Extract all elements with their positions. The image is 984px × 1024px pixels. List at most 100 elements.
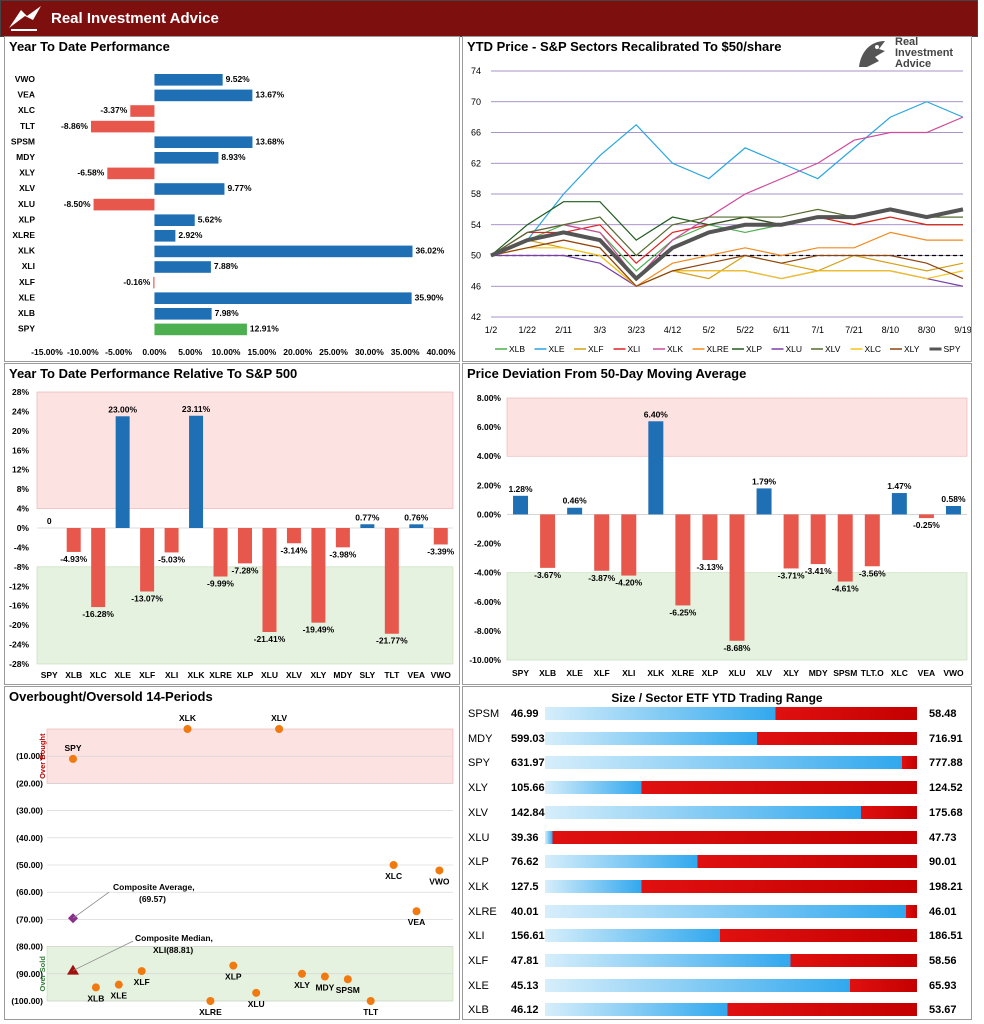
x-tick-label: XLU (729, 668, 746, 678)
x-tick-label: 1/2 (485, 325, 498, 335)
ytd-performance-title: Year To Date Performance (9, 39, 170, 54)
point-tlt (366, 997, 375, 1005)
bar (140, 528, 155, 592)
relative-performance-title: Year To Date Performance Relative To S&P… (9, 366, 298, 381)
x-tick-label: -15.00% (31, 347, 63, 357)
data-label: 0.58% (941, 494, 966, 504)
x-tick-label: 30.00% (355, 347, 384, 357)
range-row: XLP 76.62 90.01 (463, 850, 971, 875)
bar (311, 528, 326, 623)
point-label: SPY (64, 743, 81, 753)
data-label: -13.07% (131, 593, 163, 603)
y-tick-label: 6.00% (477, 422, 502, 432)
trading-range-rows: SPSM 46.99 58.48 MDY 599.03 716.91 SPY 631.97 77… (463, 687, 971, 1019)
y-tick-label: 0.00% (477, 509, 502, 519)
x-tick-label: SPY (512, 668, 529, 678)
bar (154, 152, 219, 164)
x-tick-label: 9/19 (954, 325, 971, 335)
data-label: -8.68% (724, 643, 751, 653)
x-tick-label: 7/1 (812, 325, 825, 335)
data-label: -8.86% (61, 121, 88, 131)
bar (702, 514, 718, 561)
range-low: 47.81 (511, 955, 539, 967)
x-tick-label: VEA (918, 668, 935, 678)
point-xlv (275, 725, 284, 733)
sector-price-chart: 42 46 50 54 58 62 66 70 74 1/2 1/22 2/11 3/3 3/23 4/12… (471, 66, 971, 354)
legend-label: XLU (786, 344, 803, 354)
data-label: 23.11% (182, 404, 211, 414)
range-ticker: XLV (468, 806, 488, 819)
bar (945, 506, 961, 515)
category-label: XLB (18, 308, 35, 318)
range-bar (545, 855, 917, 869)
data-label: 1.28% (508, 484, 533, 494)
x-tick-label: XLV (756, 668, 772, 678)
data-label: -6.58% (77, 168, 104, 178)
y-tick-label: 42 (471, 312, 481, 322)
series-line-xlf (490, 239, 964, 287)
price-deviation-title: Price Deviation From 50-Day Moving Avera… (467, 366, 747, 381)
bar (810, 514, 826, 565)
x-tick-label: 3/23 (627, 325, 645, 335)
overbought-oversold-panel: Overbought/Oversold 14-Periods (10.00) (2… (4, 686, 460, 1020)
x-tick-label: XLK (647, 668, 665, 678)
logo-line-2: Investment (895, 47, 954, 59)
legend-label: SPY (944, 344, 961, 354)
data-label: 0.46% (563, 496, 588, 506)
composite-average-value: (69.57) (139, 894, 166, 904)
y-tick-label: 4.00% (477, 451, 502, 461)
bar (729, 514, 745, 641)
point-vwo (435, 866, 444, 875)
data-label: -6.25% (669, 607, 696, 617)
x-tick-label: TLT (384, 670, 400, 680)
x-tick-label: 5/2 (703, 325, 716, 335)
bar (154, 74, 223, 86)
point-label: XLB (87, 993, 104, 1003)
point-label: VWO (429, 876, 450, 886)
data-label: 9.77% (227, 183, 252, 193)
bar (93, 198, 155, 211)
y-tick-label: (40.00) (16, 833, 43, 843)
point-xlk (183, 725, 192, 733)
y-tick-label: 58 (471, 189, 481, 199)
y-tick-label: 12% (12, 465, 29, 475)
data-label: -3.71% (778, 570, 805, 580)
y-tick-label: 70 (471, 97, 481, 107)
legend-label: XLC (865, 344, 882, 354)
category-label: XLC (18, 105, 35, 115)
x-tick-label: XLE (566, 668, 583, 678)
data-label: -3.67% (534, 570, 561, 580)
range-ticker: SPY (468, 757, 491, 770)
range-bar (545, 929, 917, 943)
point-label: XLF (134, 977, 150, 987)
overweight-band (36, 391, 454, 509)
range-ticker: XLP (468, 856, 489, 869)
bar (891, 493, 907, 515)
bar (783, 514, 799, 569)
sector-price-title: YTD Price - S&P Sectors Recalibrated To … (467, 39, 782, 54)
data-label: 0.76% (404, 512, 429, 522)
legend-label: XLY (904, 344, 920, 354)
x-tick-label: 1/22 (519, 325, 537, 335)
range-low: 631.97 (511, 757, 545, 770)
range-low: 105.66 (511, 782, 545, 795)
composite-average-marker (68, 913, 78, 924)
data-label: 13.67% (255, 90, 284, 100)
point-xlc (389, 861, 398, 869)
y-tick-label: 2.00% (477, 480, 502, 490)
data-label: -4.61% (832, 584, 859, 594)
range-ticker: XLF (468, 955, 489, 967)
bar (154, 230, 176, 242)
range-row: XLK 127.5 198.21 (463, 875, 971, 900)
range-high: 90.01 (929, 856, 957, 869)
range-ticker: XLE (468, 979, 489, 992)
point-xle (114, 980, 123, 989)
bar (90, 120, 155, 133)
x-tick-label: XLK (188, 670, 206, 680)
x-tick-label: XLY (783, 668, 799, 678)
y-tick-label: (50.00) (16, 860, 43, 870)
x-tick-label: 5/22 (736, 325, 754, 335)
x-tick-label: XLB (65, 670, 82, 680)
x-tick-label: XLC (891, 668, 908, 678)
bar (567, 507, 583, 515)
